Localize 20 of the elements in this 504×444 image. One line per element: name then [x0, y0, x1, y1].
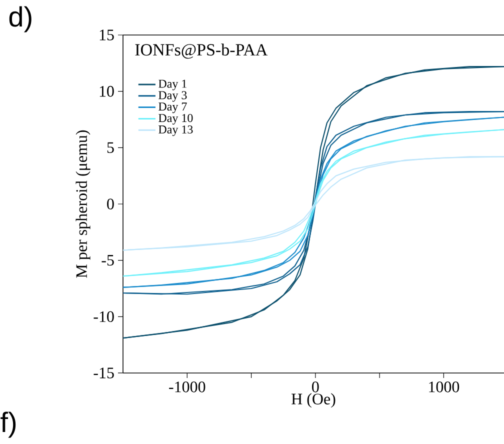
x-tick-label: 1000 [429, 382, 460, 392]
x-tick-label: 0 [312, 382, 319, 392]
y-tick-label: 0 [107, 198, 114, 210]
y-tick-label: -5 [102, 255, 114, 266]
text: d) [9, 6, 32, 32]
x-axis-title: H (Oe) [292, 393, 336, 408]
y-tick-label: -10 [94, 311, 114, 322]
chart-title: IONFs@PS-b-PAA [135, 44, 268, 59]
legend-label: Day 13 [158, 125, 193, 136]
y-tick-label: 10 [100, 86, 114, 97]
legend-label: Day 10 [158, 114, 193, 125]
y-axis-title: M per spheroid (μemu) [76, 130, 90, 278]
legend-label: Day 7 [158, 102, 187, 114]
y-tick-label: -15 [94, 368, 114, 378]
text: f) [0, 412, 16, 438]
legend-label: Day 1 [158, 80, 186, 90]
x-tick-label: -1000 [169, 382, 206, 392]
y-tick-label: 15 [100, 30, 114, 40]
y-tick-label: 5 [107, 142, 114, 153]
legend-label: Day 3 [158, 91, 187, 102]
